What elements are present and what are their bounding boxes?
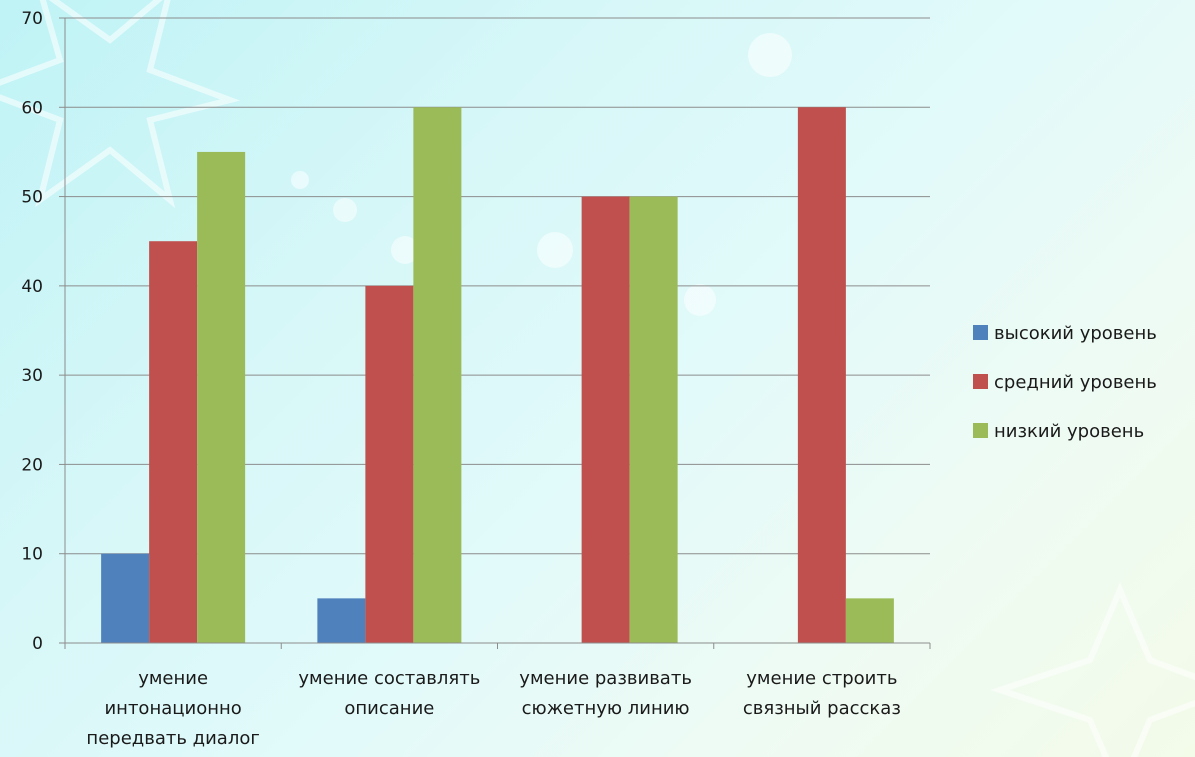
- legend-swatch: [973, 423, 988, 438]
- x-tick-label: сюжетную линию: [522, 698, 690, 719]
- x-tick-label: описание: [344, 698, 434, 719]
- bar: [797, 107, 846, 644]
- axes: [64, 18, 931, 649]
- bar: [197, 151, 246, 643]
- x-tick-label: умение: [138, 668, 208, 689]
- x-axis-labels: умение интонационно передвать диалог умение…: [86, 668, 900, 749]
- bar: [101, 553, 150, 643]
- y-tick-label: 20: [21, 455, 43, 475]
- legend: высокий уровень средний уровень низкий уро…: [973, 323, 1157, 442]
- y-tick-label: 70: [21, 9, 43, 29]
- legend-label: высокий уровень: [994, 323, 1157, 344]
- y-tick-label: 50: [21, 188, 43, 208]
- y-tick-label: 0: [32, 634, 43, 654]
- y-axis-ticks: 0 10 20 30 40 50 60 70: [21, 9, 65, 654]
- bar: [317, 598, 366, 643]
- bar: [845, 598, 894, 643]
- y-tick-label: 30: [21, 366, 43, 386]
- x-tick-label: передвать диалог: [86, 728, 259, 749]
- legend-label: средний уровень: [994, 372, 1157, 393]
- x-tick-label: интонационно: [104, 698, 241, 719]
- x-tick-label: умение составлять: [298, 668, 480, 689]
- legend-label: низкий уровень: [994, 421, 1144, 442]
- x-tick-label: умение строить: [746, 668, 897, 689]
- bars: [101, 107, 894, 644]
- bar: [365, 285, 414, 643]
- legend-swatch: [973, 325, 988, 340]
- y-tick-label: 60: [21, 98, 43, 118]
- bar: [629, 196, 678, 644]
- x-tick-label: умение развивать: [519, 668, 692, 689]
- legend-swatch: [973, 374, 988, 389]
- bar: [149, 241, 198, 643]
- bar: [413, 107, 462, 644]
- y-tick-label: 40: [21, 277, 43, 297]
- y-tick-label: 10: [21, 545, 43, 565]
- x-tick-label: связный рассказ: [743, 698, 901, 719]
- bar: [581, 196, 630, 644]
